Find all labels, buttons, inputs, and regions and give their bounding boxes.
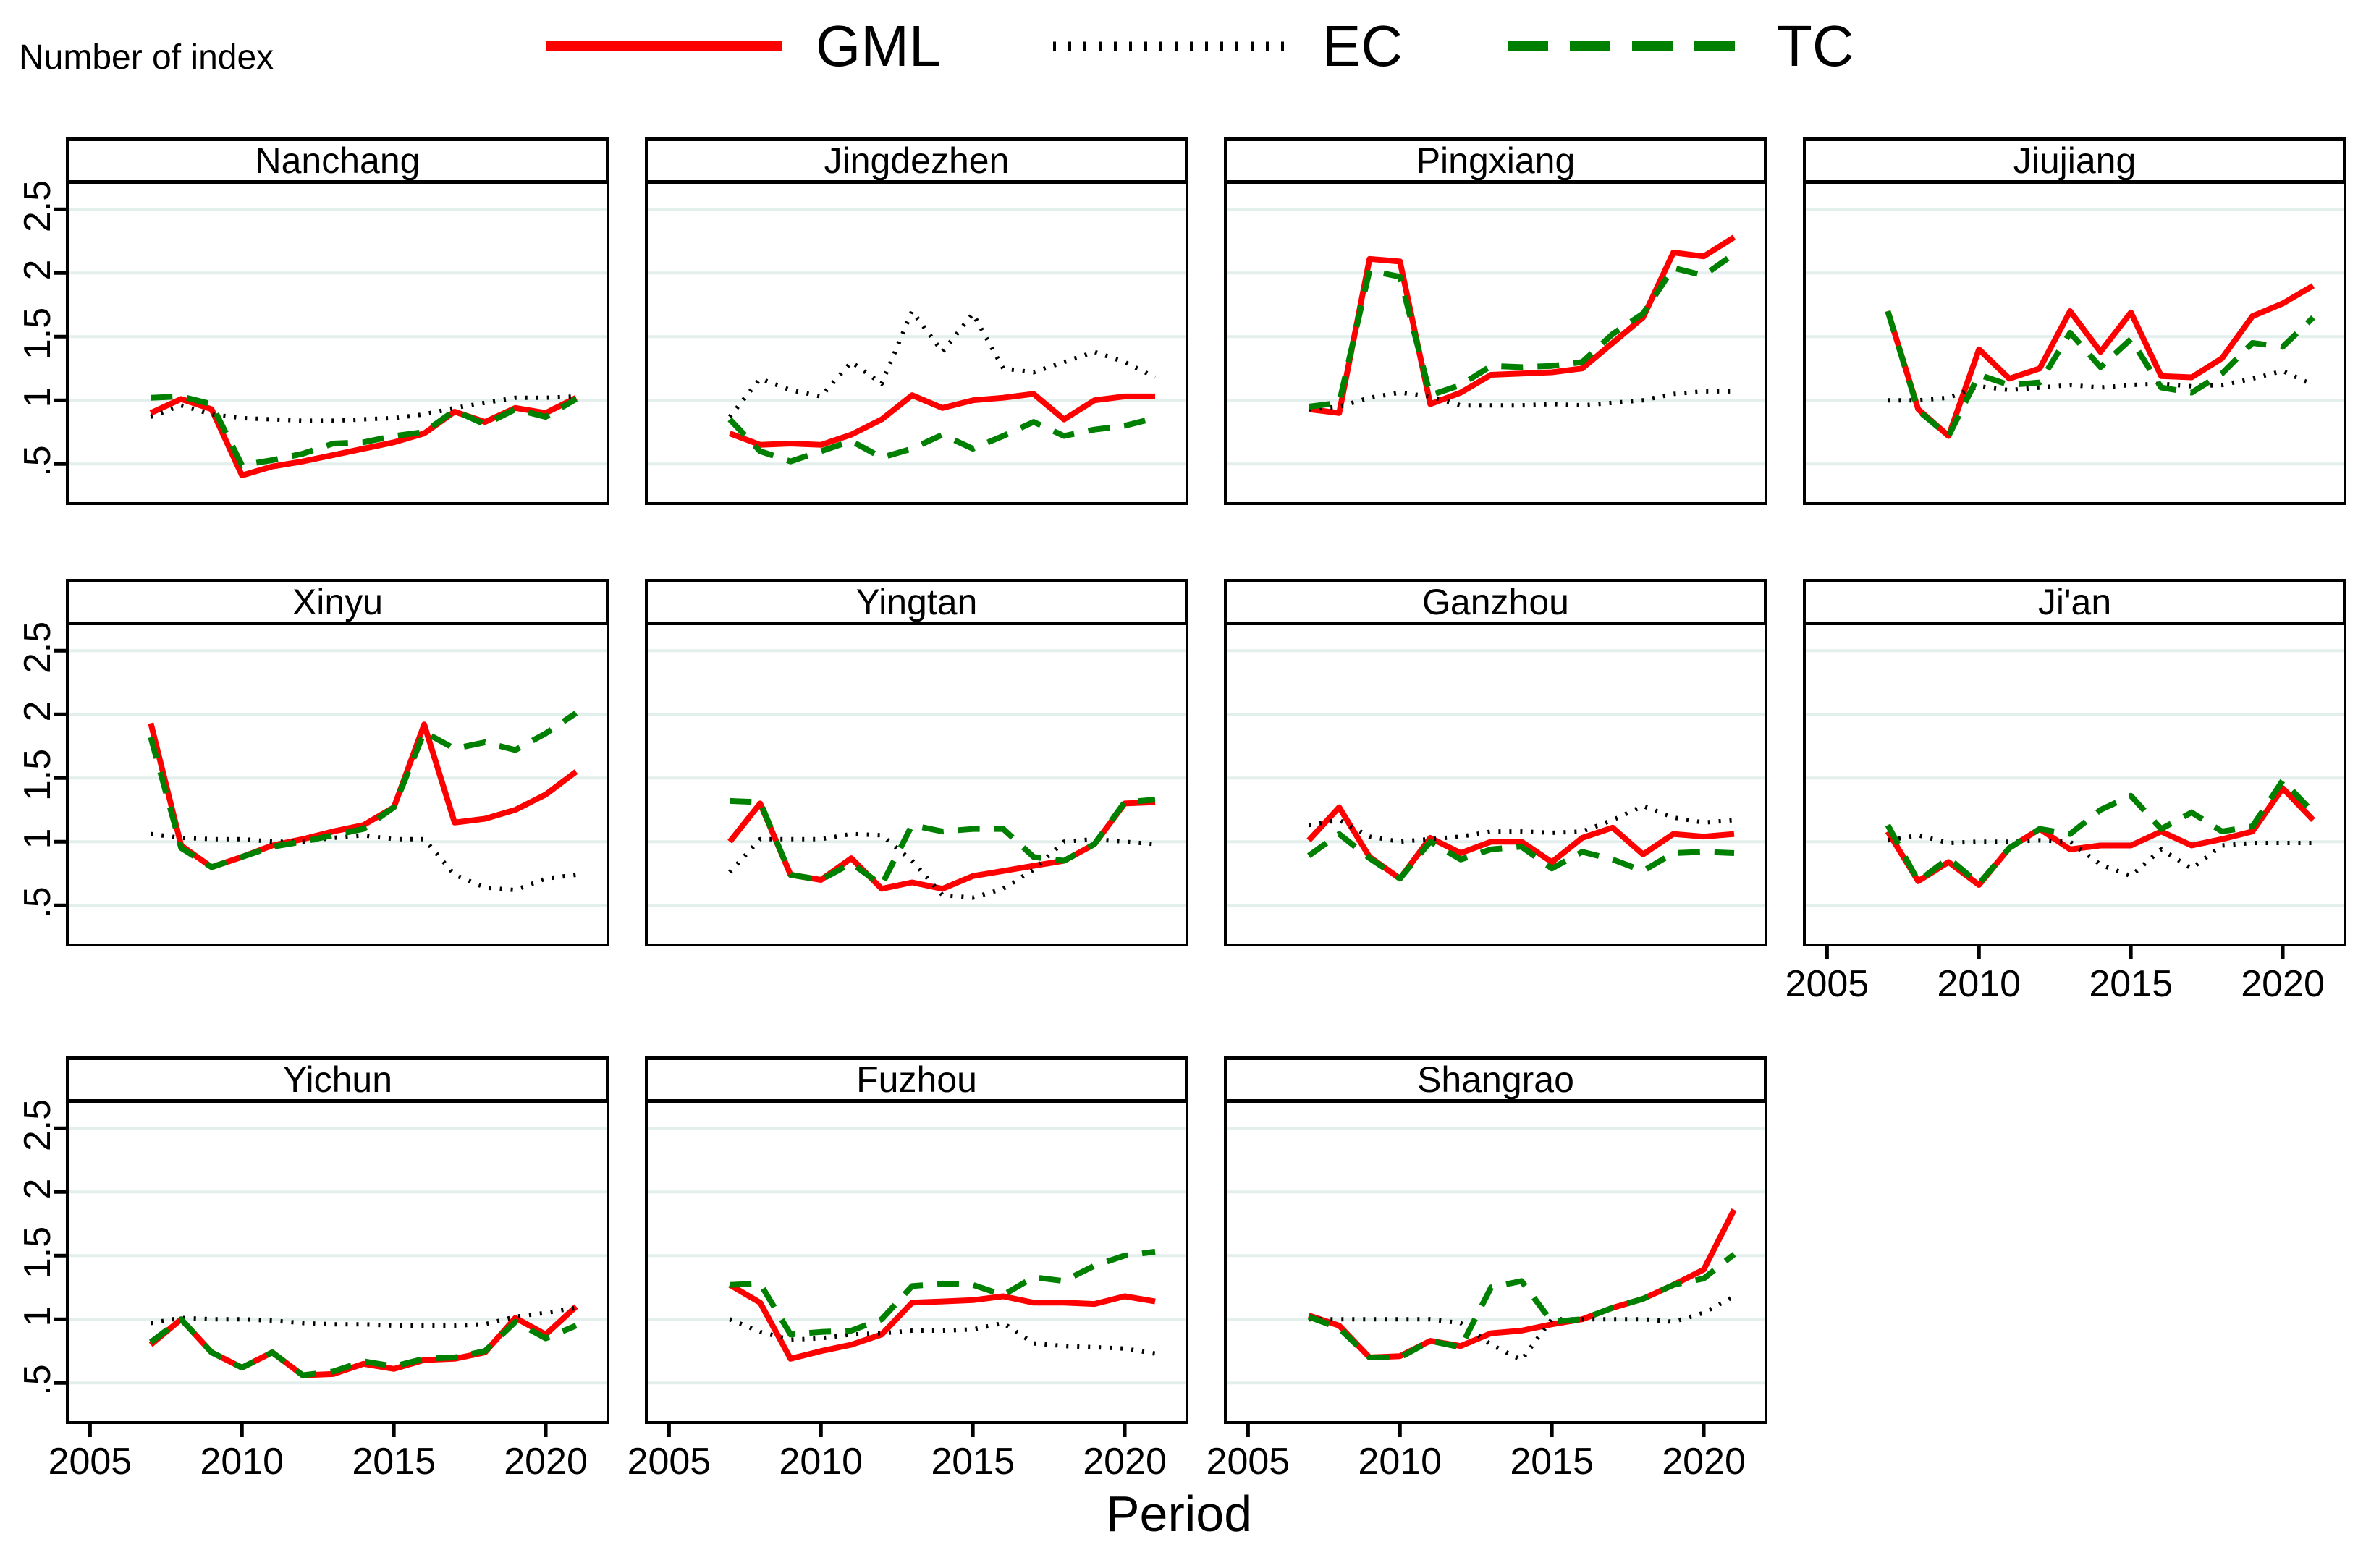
panel-plot xyxy=(645,1100,1188,1437)
series-line-tc xyxy=(1885,777,2315,887)
series-line-tc xyxy=(730,797,1156,888)
x-tick-label: 2005 xyxy=(627,1441,711,1483)
panel-plot xyxy=(645,622,1188,946)
y-tick-label: 2.5 xyxy=(17,622,59,674)
x-tick-label: 2010 xyxy=(1358,1441,1442,1483)
legend-label-gml: GML xyxy=(816,14,942,78)
series-line-ec xyxy=(1888,368,2315,403)
series-line-ec xyxy=(1309,389,1734,412)
panel-plot xyxy=(645,181,1188,505)
series-line-gml xyxy=(148,1304,578,1378)
panel-plot xyxy=(1224,622,1767,946)
series-line-gml xyxy=(1885,283,2315,439)
panel-title: Jiujiang xyxy=(1803,137,2346,184)
x-axis-title: Period xyxy=(1105,1486,1253,1542)
gml-line-swatch-icon xyxy=(546,41,782,51)
x-tick-label: 2015 xyxy=(931,1441,1015,1483)
series-line-tc xyxy=(151,393,578,468)
x-tick-label: 2010 xyxy=(779,1441,863,1483)
legend-label-tc: TC xyxy=(1777,14,1854,78)
panel-title: Shangrao xyxy=(1224,1056,1767,1103)
x-tick-label: 2020 xyxy=(1083,1441,1167,1483)
series-line-tc xyxy=(730,1248,1156,1338)
series-line-ec xyxy=(1308,803,1735,844)
panel-plot xyxy=(1803,181,2346,505)
legend-item-ec: EC xyxy=(1049,10,1403,82)
panel-title: Xinyu xyxy=(66,579,609,625)
panel-title: Jingdezhen xyxy=(645,137,1188,184)
x-tick-label: 2020 xyxy=(504,1441,588,1483)
y-tick-label: 2.5 xyxy=(17,180,59,233)
panel-title: Nanchang xyxy=(66,137,609,184)
x-tick-label: 2015 xyxy=(352,1441,436,1483)
series-line-tc xyxy=(148,711,578,870)
panel-plot xyxy=(1224,1100,1767,1437)
panel-title: Fuzhou xyxy=(645,1056,1188,1103)
y-axis-title: Number of index xyxy=(19,38,274,77)
x-tick-label: 2005 xyxy=(1206,1441,1290,1483)
series-line-tc xyxy=(1885,310,2315,439)
series-line-gml xyxy=(1885,785,2315,888)
legend-item-gml: GML xyxy=(543,10,941,82)
x-tick-label: 2020 xyxy=(2241,963,2325,1005)
panel-title: Ji'an xyxy=(1803,579,2346,625)
legend-label-ec: EC xyxy=(1322,14,1403,78)
panel-title: Ganzhou xyxy=(1224,579,1767,625)
panel-plot xyxy=(54,622,609,946)
series-line-gml xyxy=(728,391,1155,448)
tc-line-swatch-icon xyxy=(1508,41,1743,51)
x-tick-label: 2015 xyxy=(1510,1441,1594,1483)
panel-title: Pingxiang xyxy=(1224,137,1767,184)
panel-plot xyxy=(54,181,609,505)
x-tick-label: 2015 xyxy=(2089,963,2173,1005)
series-line-gml xyxy=(728,1282,1156,1362)
y-tick-label: 2.5 xyxy=(17,1099,59,1152)
x-tick-label: 2005 xyxy=(48,1441,132,1483)
series-line-tc xyxy=(1307,1252,1736,1360)
series-line-tc xyxy=(1308,251,1736,410)
panel-plot xyxy=(54,1100,609,1437)
series-line-gml xyxy=(1308,234,1736,416)
series-line-tc xyxy=(727,415,1156,465)
panel-plot xyxy=(1803,622,2346,959)
panel-title: Yichun xyxy=(66,1056,609,1103)
x-tick-label: 2005 xyxy=(1785,963,1869,1005)
series-line-tc xyxy=(1306,831,1735,882)
legend-item-tc: TC xyxy=(1504,10,1854,82)
series-line-tc xyxy=(148,1316,578,1378)
series-line-ec xyxy=(150,394,577,423)
x-tick-label: 2010 xyxy=(200,1441,284,1483)
x-tick-label: 2020 xyxy=(1662,1441,1746,1483)
panel-title: Yingtan xyxy=(645,579,1188,625)
series-line-gml xyxy=(148,721,578,870)
x-tick-label: 2010 xyxy=(1937,963,2021,1005)
legend: GML EC TC xyxy=(0,10,2358,82)
panel-plot xyxy=(1224,181,1767,505)
